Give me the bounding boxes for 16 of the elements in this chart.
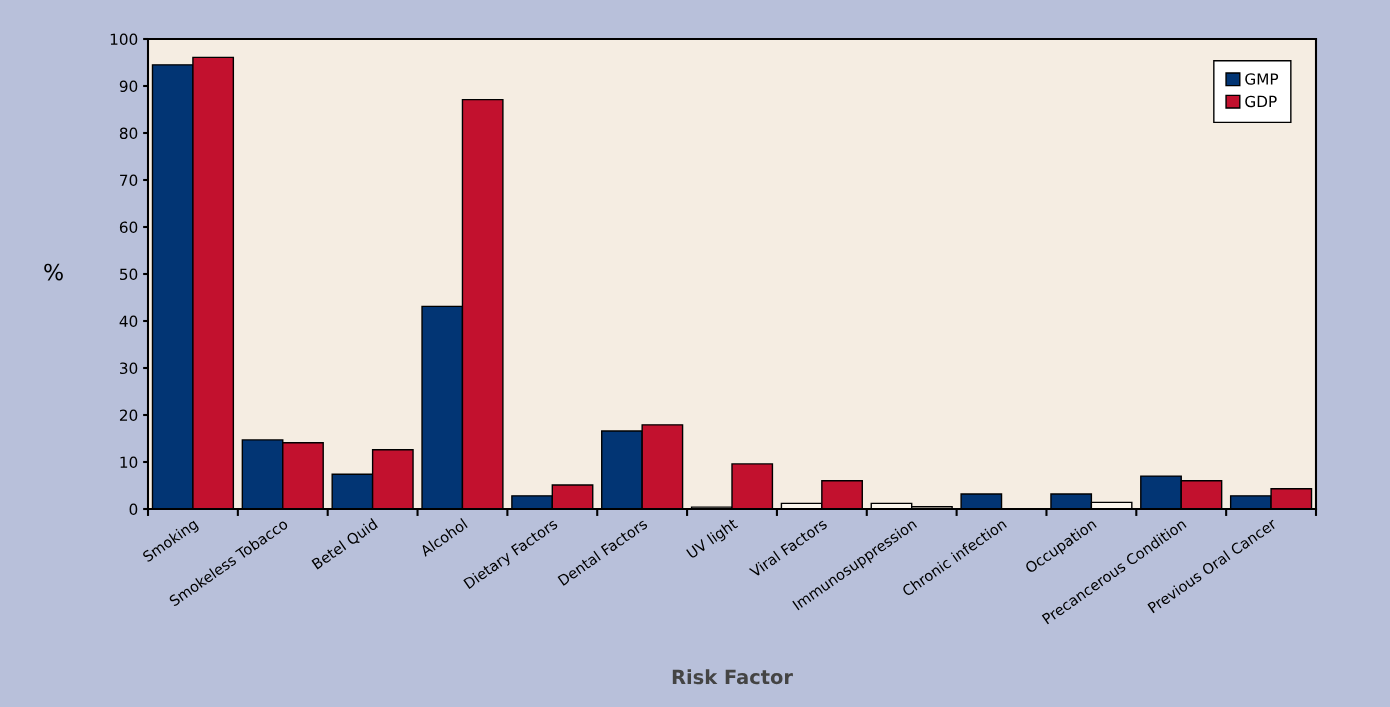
y-tick-label: 0 <box>129 503 138 516</box>
y-tick-label: 40 <box>119 315 138 328</box>
y-tick-label: 90 <box>119 80 138 93</box>
y-tick-label: 60 <box>119 221 138 234</box>
y-tick-label: 70 <box>120 174 138 187</box>
y-tick-label: 20 <box>119 409 138 422</box>
y-tick-label: 50 <box>120 268 138 281</box>
legend-label: GDP <box>1245 95 1277 108</box>
y-tick-label: 30 <box>120 362 138 375</box>
y-tick-label: 100 <box>110 33 138 46</box>
x-axis-title: Risk Factor <box>672 669 793 685</box>
y-axis-title: % <box>44 263 63 281</box>
x-tick-label: UV light <box>685 517 740 562</box>
legend-label: GMP <box>1245 73 1279 85</box>
y-tick-label: 80 <box>119 127 138 140</box>
y-tick-label: 10 <box>120 456 138 469</box>
